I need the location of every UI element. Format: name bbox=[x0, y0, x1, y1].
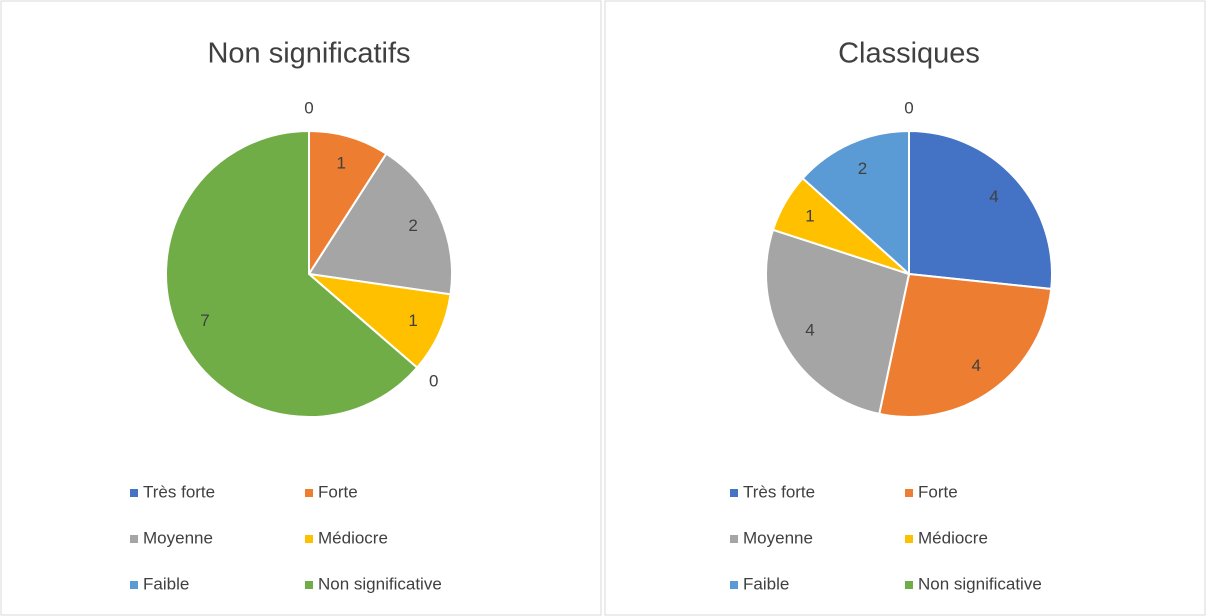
legend-swatch bbox=[730, 535, 738, 543]
legend-label: Forte bbox=[318, 482, 358, 501]
legend-label: Médiocre bbox=[918, 528, 988, 547]
legend-label: Non significative bbox=[318, 574, 442, 593]
pie-slice bbox=[308, 129, 388, 278]
data-label: 4 bbox=[989, 187, 998, 206]
data-label: 1 bbox=[805, 206, 814, 225]
data-label: 1 bbox=[408, 311, 417, 330]
pie-slice bbox=[765, 228, 911, 416]
legend-swatch bbox=[130, 489, 138, 497]
pie-slice bbox=[305, 272, 452, 370]
pie-slice bbox=[307, 152, 453, 296]
data-label: 0 bbox=[429, 372, 438, 391]
legend-label: Moyenne bbox=[743, 528, 813, 547]
data-label: 1 bbox=[336, 154, 345, 173]
pie-slice bbox=[908, 129, 1053, 291]
pie-slice bbox=[801, 129, 910, 277]
chart-title: Non significatifs bbox=[207, 38, 410, 70]
legend-label: Moyenne bbox=[143, 528, 213, 547]
legend-swatch bbox=[730, 581, 738, 589]
data-label: 0 bbox=[904, 98, 913, 117]
data-label: 4 bbox=[805, 321, 814, 340]
legend-label: Médiocre bbox=[318, 528, 388, 547]
data-label: 2 bbox=[858, 159, 867, 178]
legend-label: Faible bbox=[743, 574, 789, 593]
legend-swatch bbox=[305, 489, 313, 497]
data-label: 7 bbox=[200, 311, 209, 330]
legend-swatch bbox=[130, 535, 138, 543]
legend-label: Très forte bbox=[743, 482, 815, 501]
chart-title: Classiques bbox=[838, 38, 980, 70]
legend-label: Très forte bbox=[143, 482, 215, 501]
legend-label: Forte bbox=[918, 482, 958, 501]
legend-swatch bbox=[905, 535, 913, 543]
legend-swatch bbox=[130, 581, 138, 589]
pie-slice bbox=[878, 272, 1053, 418]
pie-slice bbox=[165, 129, 419, 418]
legend-label: Faible bbox=[143, 574, 189, 593]
legend-swatch bbox=[305, 581, 313, 589]
legend-swatch bbox=[905, 489, 913, 497]
data-label: 0 bbox=[304, 98, 313, 117]
data-label: 2 bbox=[408, 216, 417, 235]
legend-swatch bbox=[305, 535, 313, 543]
legend-label: Non significative bbox=[918, 574, 1042, 593]
legend-swatch bbox=[905, 581, 913, 589]
data-label: 4 bbox=[972, 356, 981, 375]
legend-swatch bbox=[730, 489, 738, 497]
